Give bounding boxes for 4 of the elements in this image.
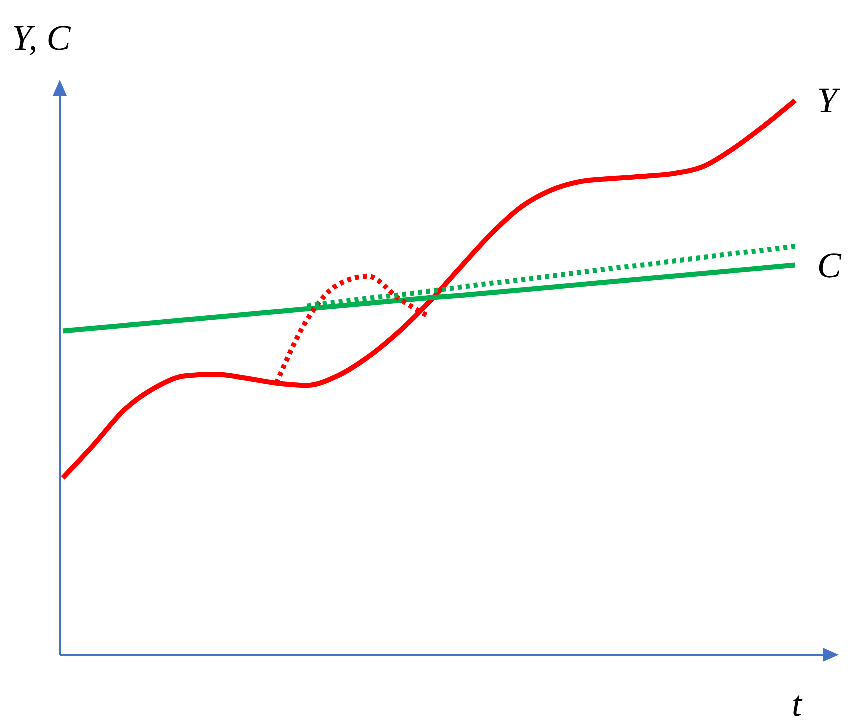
x-axis-title: t [792, 684, 803, 724]
series-label: C [817, 245, 842, 286]
y-axis-title: Y, C [12, 18, 72, 58]
series-label: Y [817, 80, 842, 121]
